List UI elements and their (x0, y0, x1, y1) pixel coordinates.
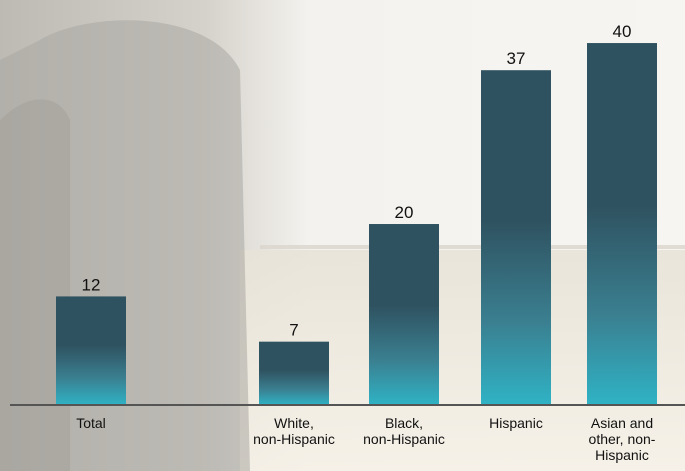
category-label-1: White, non-Hispanic (253, 415, 335, 447)
value-label-1: 7 (289, 321, 298, 340)
value-label-0: 12 (82, 275, 101, 294)
category-label-2-line-1: non-Hispanic (363, 431, 445, 447)
value-label-3: 37 (507, 49, 526, 68)
category-label-0-line-0: Total (76, 415, 106, 431)
category-label-1-line-1: non-Hispanic (253, 431, 335, 447)
category-label-4-line-0: Asian and (591, 415, 653, 431)
category-label-2-line-0: Black, (385, 415, 423, 431)
category-label-4-line-2: Hispanic (595, 447, 649, 463)
category-label-0: Total (76, 415, 106, 431)
category-label-1-line-0: White, (274, 415, 314, 431)
bar-3 (481, 70, 551, 405)
category-label-3-line-0: Hispanic (489, 415, 543, 431)
bar-1 (259, 341, 329, 405)
value-labels: 12 7 20 37 40 (82, 22, 632, 340)
value-label-4: 40 (613, 22, 632, 41)
bar-4 (587, 43, 657, 406)
bar-0 (56, 296, 126, 405)
value-label-2: 20 (395, 203, 414, 222)
category-label-2: Black, non-Hispanic (363, 415, 445, 447)
category-label-4: Asian and other, non-Hispanic (589, 415, 656, 463)
bars (56, 43, 657, 406)
category-label-3: Hispanic (489, 415, 543, 431)
bar-2 (369, 224, 439, 405)
category-label-4-line-1: other, non- (589, 431, 656, 447)
